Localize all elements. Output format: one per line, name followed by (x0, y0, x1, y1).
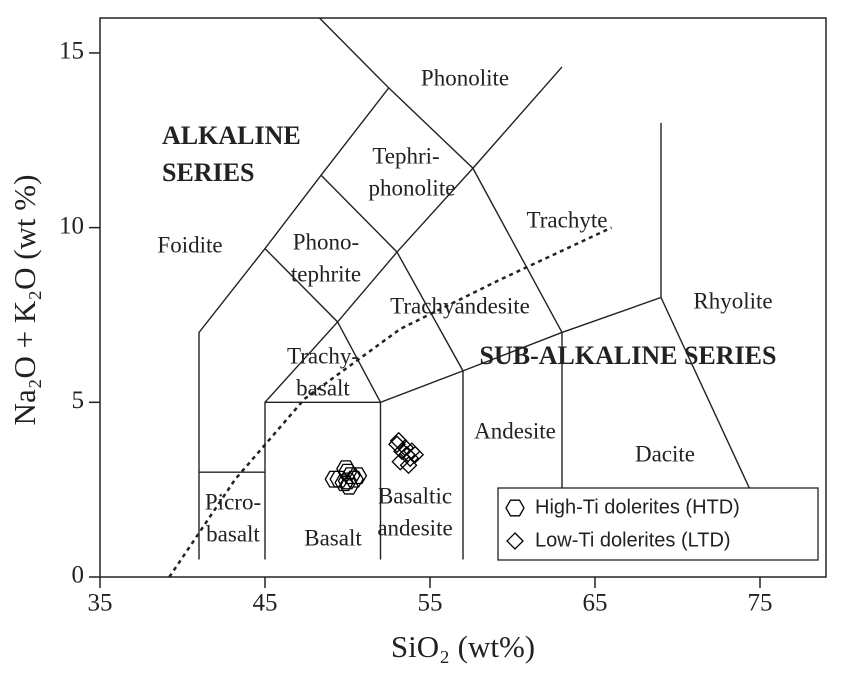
legend-label: High-Ti dolerites (HTD) (535, 496, 740, 518)
point (344, 470, 364, 488)
legend-marker (505, 499, 525, 517)
y-tick-label: 15 (59, 38, 84, 65)
y-tick-label: 10 (59, 212, 84, 239)
point (347, 467, 368, 485)
field-boundary (198, 17, 390, 560)
field-boundary (388, 87, 563, 560)
field-label: andesite (377, 515, 452, 540)
point (336, 460, 356, 478)
field-label: Phono- (293, 229, 359, 254)
series-label: SUB-ALKALINE SERIES (480, 341, 777, 370)
field-label: Trachyte (527, 207, 608, 232)
point (337, 472, 358, 490)
y-tick-label: 5 (72, 387, 85, 414)
point (324, 470, 345, 488)
point (401, 449, 420, 468)
field-label: Phonolite (421, 65, 509, 90)
x-tick-label: 45 (253, 590, 278, 617)
field-label: basalt (296, 375, 350, 400)
x-tick-label: 35 (88, 590, 113, 617)
field-label: phonolite (369, 175, 456, 200)
series-divider (168, 226, 613, 578)
field-label: Trachyandesite (390, 293, 530, 318)
x-tick-label: 55 (418, 590, 443, 617)
x-tick-label: 65 (583, 590, 608, 617)
point (391, 452, 410, 471)
field-boundary (472, 66, 563, 169)
field-boundary (264, 248, 382, 560)
field-label: tephrite (291, 261, 361, 286)
field-label: Tephri- (372, 143, 439, 168)
plot-frame (99, 17, 827, 578)
y-axis-title: Na₂O + K₂O (wt %) (7, 175, 42, 426)
legend-label: Low-Ti dolerites (LTD) (535, 529, 731, 551)
field-label: Rhyolite (693, 288, 772, 313)
field-label: Basaltic (378, 483, 452, 508)
y-tick-label: 0 (72, 562, 85, 589)
legend-marker (506, 532, 524, 550)
series-label: ALKALINE (162, 121, 301, 150)
legend-box (497, 487, 819, 561)
field-label: Trachy- (287, 343, 359, 368)
field-label: basalt (206, 521, 260, 546)
x-axis-title: SiO₂ (wt%) (391, 629, 535, 664)
field-boundary (320, 174, 464, 560)
series-label: SERIES (162, 158, 255, 187)
field-boundary (380, 296, 751, 490)
field-label: Andesite (474, 418, 556, 443)
field-label: Picro- (205, 489, 261, 514)
point (339, 477, 359, 495)
field-label: Foidite (157, 232, 222, 257)
field-label: Dacite (635, 441, 695, 466)
x-tick-label: 75 (748, 590, 773, 617)
field-label: Basalt (304, 525, 362, 550)
point (399, 456, 418, 475)
point (389, 431, 408, 450)
